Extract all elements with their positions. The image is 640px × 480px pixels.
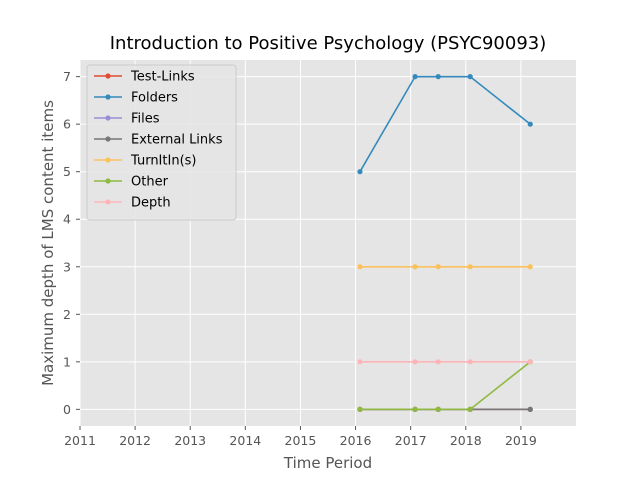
x-tick-label: 2016 xyxy=(340,433,372,448)
legend-marker-files xyxy=(105,115,111,121)
x-axis-label: Time Period xyxy=(283,454,372,472)
legend-label-external-links: External Links xyxy=(131,133,223,148)
data-point-turnitin-s xyxy=(527,264,533,270)
data-point-depth xyxy=(357,359,363,365)
y-tick-label: 4 xyxy=(63,212,71,227)
legend: Test-Links Folders Files External Links Turn… xyxy=(86,64,237,221)
data-point-external-links xyxy=(527,406,533,412)
legend-label-folders: Folders xyxy=(131,91,178,106)
y-tick-label: 2 xyxy=(63,307,71,322)
legend-marker-turnitin-s xyxy=(105,157,111,163)
legend-label-turnitin-s: TurnItIn(s) xyxy=(130,154,196,169)
data-point-depth xyxy=(467,359,473,365)
legend-label-test-links: Test-Links xyxy=(130,70,195,85)
legend-marker-folders xyxy=(105,94,111,100)
data-point-folders xyxy=(527,121,533,127)
x-tick-label: 2017 xyxy=(395,433,427,448)
legend-marker-depth xyxy=(105,199,111,205)
data-point-other xyxy=(435,406,441,412)
legend-marker-other xyxy=(105,178,111,184)
x-tick-label: 2019 xyxy=(505,433,537,448)
y-tick-label: 6 xyxy=(63,117,71,132)
data-point-folders xyxy=(412,74,418,80)
legend-marker-test-links xyxy=(105,73,111,79)
x-tick-label: 2012 xyxy=(119,433,151,448)
x-tick-label: 2014 xyxy=(229,433,261,448)
data-point-folders xyxy=(435,74,441,80)
legend-box xyxy=(86,64,237,221)
legend-label-files: Files xyxy=(131,112,160,127)
y-tick-label: 1 xyxy=(63,354,71,369)
data-point-turnitin-s xyxy=(412,264,418,270)
data-point-other xyxy=(357,406,363,412)
y-axis-label: Maximum depth of LMS content items xyxy=(39,100,57,386)
chart-title: Introduction to Positive Psychology (PSY… xyxy=(110,33,547,54)
legend-label-depth: Depth xyxy=(131,196,171,211)
data-point-depth xyxy=(527,359,533,365)
axis-ticks: 2011 2012 2013 2014 2015 2016 2017 2018 2019 0 1 2 3… xyxy=(63,69,537,448)
x-tick-label: 2011 xyxy=(64,433,96,448)
x-tick-label: 2018 xyxy=(450,433,482,448)
series-layer xyxy=(357,74,533,412)
y-tick-label: 0 xyxy=(63,402,71,417)
x-tick-label: 2013 xyxy=(174,433,206,448)
legend-marker-external-links xyxy=(105,136,111,142)
data-point-other xyxy=(412,406,418,412)
y-tick-label: 7 xyxy=(63,69,71,84)
data-point-folders xyxy=(467,74,473,80)
data-point-other xyxy=(467,406,473,412)
x-tick-label: 2015 xyxy=(285,433,317,448)
data-point-depth xyxy=(412,359,418,365)
data-point-depth xyxy=(435,359,441,365)
y-tick-label: 3 xyxy=(63,259,71,274)
data-point-turnitin-s xyxy=(357,264,363,270)
data-point-turnitin-s xyxy=(467,264,473,270)
y-tick-label: 5 xyxy=(63,164,71,179)
legend-label-other: Other xyxy=(131,175,169,190)
data-point-turnitin-s xyxy=(435,264,441,270)
data-point-folders xyxy=(357,169,363,175)
